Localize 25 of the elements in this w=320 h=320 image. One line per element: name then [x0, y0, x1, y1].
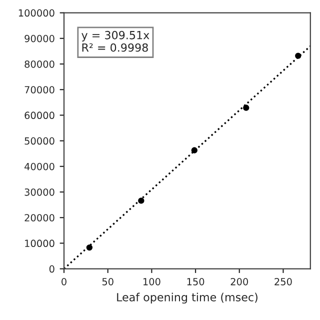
- y-tick-label: 70000: [24, 86, 54, 94]
- y-tick-label: 90000: [24, 34, 54, 42]
- x-tick-label: 150: [187, 278, 204, 286]
- y-tick-label: 100000: [18, 9, 54, 17]
- point: [86, 244, 93, 251]
- x-tick-label: 50: [102, 278, 114, 286]
- point: [243, 104, 250, 111]
- y-tick-label: 10000: [25, 240, 54, 248]
- y-tick-label: 50000: [24, 137, 54, 145]
- x-tick-label: 100: [143, 278, 160, 286]
- annotation: R² = 0.9998: [82, 43, 148, 52]
- y-tick-label: 20000: [24, 214, 54, 222]
- y-tick-label: 40000: [24, 162, 54, 170]
- annotation: y = 309.51x: [82, 30, 150, 42]
- y-tick-label: 80000: [24, 60, 54, 68]
- point: [295, 52, 302, 59]
- x-tick-label: 0: [62, 278, 66, 286]
- point: [191, 147, 198, 154]
- point: [138, 198, 144, 204]
- y-tick-label: 30000: [24, 188, 54, 196]
- x-tick-label: 250: [274, 278, 292, 286]
- y-tick-label: 60000: [24, 112, 54, 120]
- x-tick-label: 200: [230, 278, 248, 286]
- y-tick-label: 0: [49, 265, 54, 273]
- x-axis-title: Leaf opening time (msec): [117, 292, 258, 304]
